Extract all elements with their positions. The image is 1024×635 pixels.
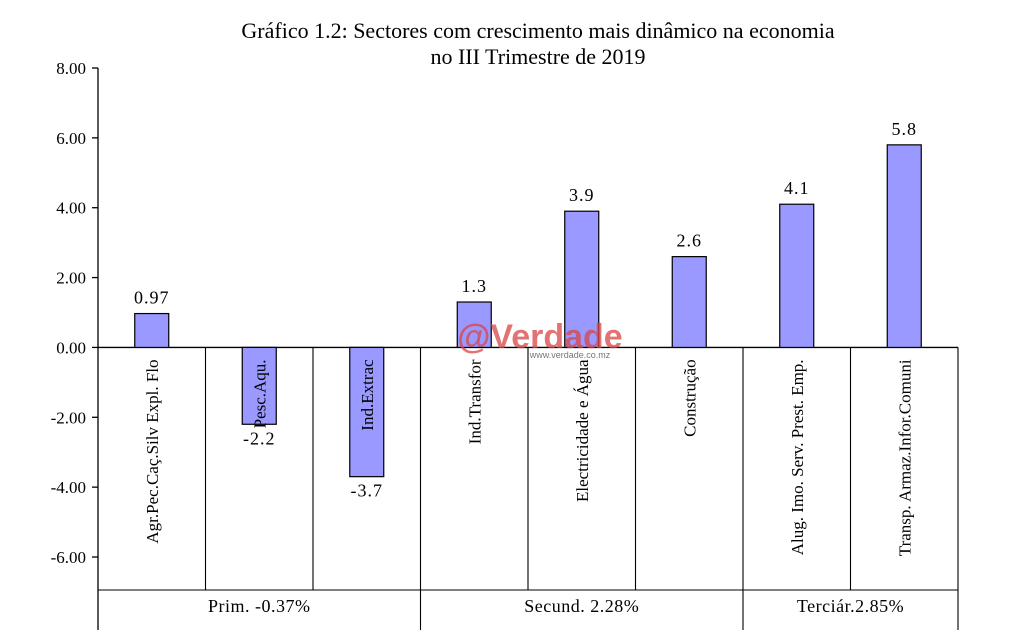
bar bbox=[671, 256, 707, 349]
category-label: Alug. Imo. Serv. Prest. Emp. bbox=[788, 359, 807, 555]
category-label: Transp. Armaz.Infor.Comuni bbox=[895, 359, 914, 556]
group-label: Terciár.2.85% bbox=[797, 596, 904, 616]
value-label: -2.2 bbox=[243, 428, 276, 448]
watermark-logo: @Verdade bbox=[457, 318, 622, 356]
bars bbox=[134, 144, 922, 478]
category-label: Pesc.Aqu. bbox=[250, 359, 269, 428]
watermark: @Verdade www.verdade.co.mz bbox=[457, 318, 622, 360]
y-tick-label: 0.00 bbox=[56, 338, 86, 357]
value-label: 3.9 bbox=[569, 185, 595, 205]
value-label: 4.1 bbox=[784, 178, 810, 198]
category-label: Ind.Extrac bbox=[358, 359, 377, 431]
group-labels: Prim. -0.37% Secund. 2.28% Terciár.2.85% bbox=[208, 596, 904, 616]
value-label: 1.3 bbox=[462, 276, 488, 296]
y-tick-label: -2.00 bbox=[51, 408, 86, 427]
y-tick-label: 4.00 bbox=[56, 199, 86, 218]
axes: 8.00 6.00 4.00 2.00 0.00 -2.00 -4.00 -6.00 bbox=[51, 59, 959, 630]
group-label: Secund. 2.28% bbox=[524, 596, 639, 616]
bar bbox=[241, 346, 277, 425]
value-label: 5.8 bbox=[892, 119, 918, 139]
value-label: 2.6 bbox=[677, 231, 703, 251]
y-tick-label: 8.00 bbox=[56, 59, 86, 78]
chart-title-line-2: no III Trimestre de 2019 bbox=[430, 44, 645, 69]
bar bbox=[349, 346, 385, 478]
bar bbox=[564, 210, 600, 349]
category-label: Agr.Pec.Caç.Silv Expl. Flo bbox=[143, 359, 162, 543]
y-tick-label: -4.00 bbox=[51, 478, 86, 497]
value-label: -3.7 bbox=[351, 481, 384, 501]
value-labels: 0.97 -2.2 -3.7 1.3 3.9 2.6 4.1 5.8 bbox=[134, 119, 918, 501]
y-tick-label: -6.00 bbox=[51, 548, 86, 567]
group-label: Prim. -0.37% bbox=[208, 596, 311, 616]
category-label: Construção bbox=[680, 359, 699, 436]
y-tick-label: 6.00 bbox=[56, 129, 86, 148]
bar bbox=[134, 312, 170, 349]
bar bbox=[886, 144, 922, 349]
bar bbox=[779, 203, 815, 349]
y-tick-label: 2.00 bbox=[56, 269, 86, 288]
bar bbox=[456, 301, 492, 349]
category-labels: Agr.Pec.Caç.Silv Expl. Flo Pesc.Aqu. Ind.E… bbox=[143, 359, 915, 556]
category-label: Electricidade e Água bbox=[573, 359, 592, 502]
chart-title: Gráfico 1.2: Sectores com crescimento ma… bbox=[241, 18, 834, 69]
chart-title-line-1: Gráfico 1.2: Sectores com crescimento ma… bbox=[241, 18, 834, 43]
category-label: Ind.Transfor bbox=[465, 359, 484, 444]
value-label: 0.97 bbox=[134, 288, 170, 308]
watermark-url: www.verdade.co.mz bbox=[529, 350, 611, 360]
